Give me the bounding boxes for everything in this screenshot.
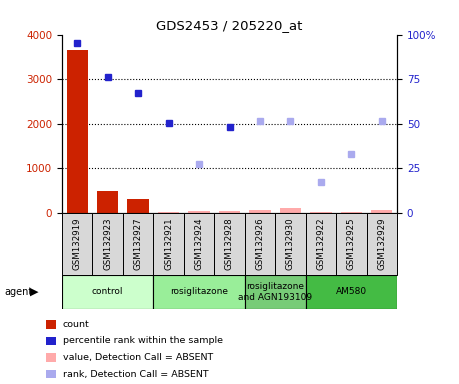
Text: GSM132926: GSM132926: [256, 217, 264, 270]
Bar: [214, 213, 245, 275]
Text: rosiglitazone
and AGN193109: rosiglitazone and AGN193109: [238, 282, 312, 301]
Text: control: control: [92, 287, 123, 296]
Title: GDS2453 / 205220_at: GDS2453 / 205220_at: [157, 19, 302, 32]
Text: GSM132927: GSM132927: [134, 217, 143, 270]
Bar: [306, 213, 336, 275]
Bar: [153, 213, 184, 275]
Text: GSM132925: GSM132925: [347, 217, 356, 270]
Text: ▶: ▶: [30, 287, 39, 297]
Text: GSM132922: GSM132922: [316, 217, 325, 270]
Text: rank, Detection Call = ABSENT: rank, Detection Call = ABSENT: [63, 369, 208, 379]
Text: GSM132919: GSM132919: [73, 218, 82, 270]
Bar: [62, 275, 153, 309]
Bar: [249, 210, 271, 213]
Text: value, Detection Call = ABSENT: value, Detection Call = ABSENT: [63, 353, 213, 362]
Text: GSM132929: GSM132929: [377, 218, 386, 270]
Bar: [153, 275, 245, 309]
Bar: [184, 213, 214, 275]
Text: GSM132928: GSM132928: [225, 217, 234, 270]
Bar: [245, 213, 275, 275]
Bar: [336, 213, 367, 275]
Bar: [123, 213, 153, 275]
Bar: [188, 211, 210, 213]
Bar: [92, 213, 123, 275]
Bar: [341, 212, 362, 213]
Bar: [310, 212, 331, 213]
Bar: [158, 212, 179, 213]
Bar: [67, 50, 88, 213]
Text: GSM132923: GSM132923: [103, 217, 112, 270]
Bar: [306, 275, 397, 309]
Bar: [62, 213, 92, 275]
Text: GSM132930: GSM132930: [286, 217, 295, 270]
Bar: [97, 191, 118, 213]
Bar: [280, 208, 301, 213]
Bar: [275, 213, 306, 275]
Text: AM580: AM580: [336, 287, 367, 296]
Text: rosiglitazone: rosiglitazone: [170, 287, 228, 296]
Bar: [219, 211, 240, 213]
Bar: [245, 275, 306, 309]
Text: count: count: [63, 320, 90, 329]
Text: percentile rank within the sample: percentile rank within the sample: [63, 336, 223, 346]
Text: GSM132921: GSM132921: [164, 217, 173, 270]
Text: agent: agent: [5, 287, 33, 297]
Bar: [371, 210, 392, 213]
Bar: [367, 213, 397, 275]
Bar: [128, 199, 149, 213]
Text: GSM132924: GSM132924: [195, 217, 203, 270]
